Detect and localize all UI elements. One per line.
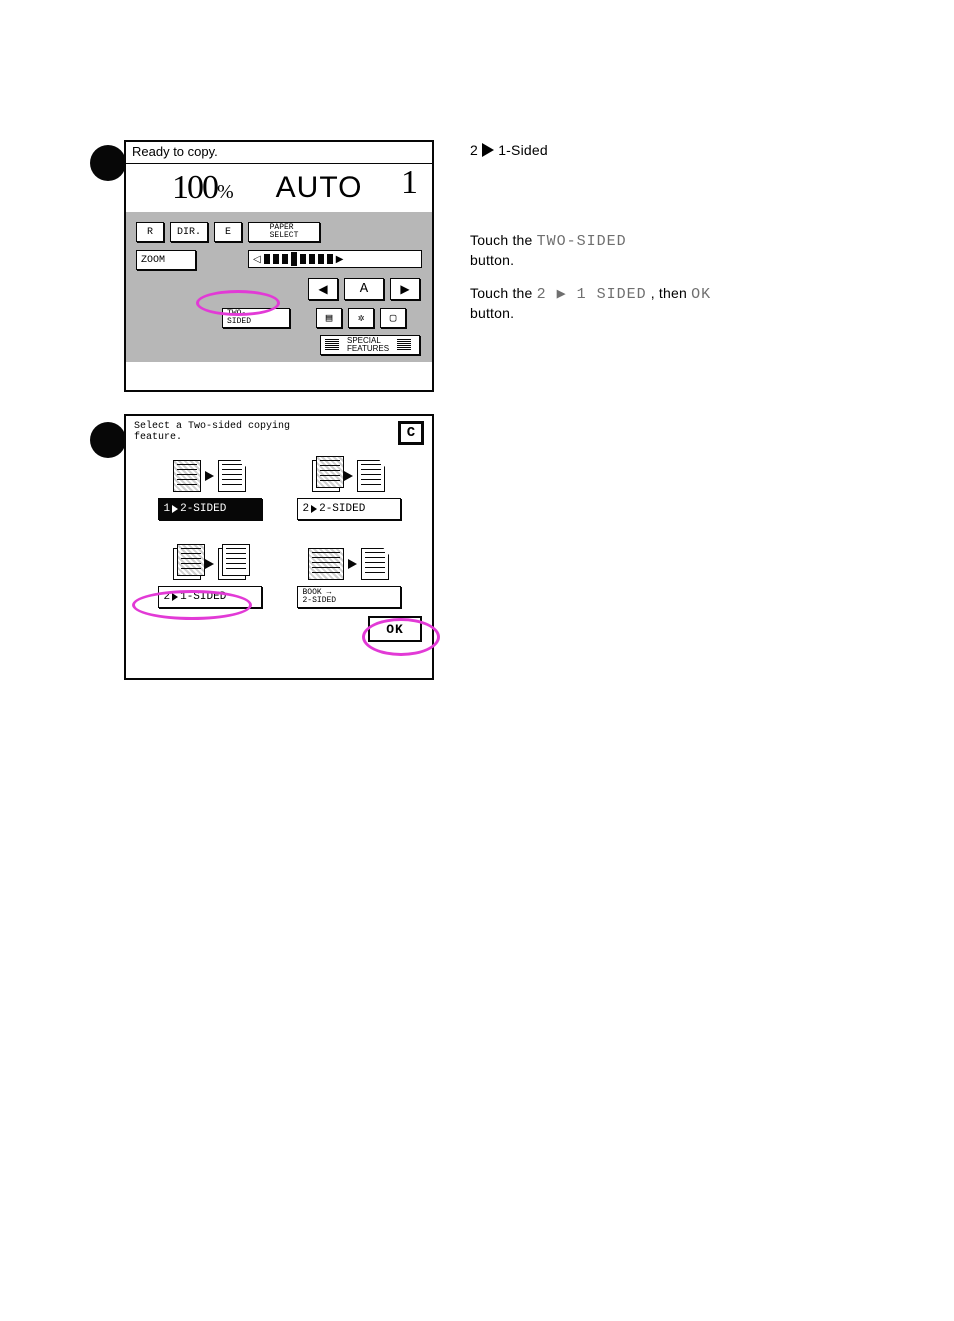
density-left-button[interactable]: ◀	[308, 278, 338, 300]
option-grid: 12-SIDED 22-SIDED	[126, 450, 432, 616]
paper-select-l2: SELECT	[270, 232, 299, 240]
t2b: , then	[651, 285, 691, 301]
zoom-percent: 100%	[172, 169, 232, 207]
doc-icon-2to2	[312, 460, 385, 492]
ref-2to1: 2 ▶ 1 SIDED	[537, 286, 647, 303]
hamburger-icon	[397, 339, 411, 351]
t2a: Touch the	[470, 285, 537, 301]
panel2-titlebar: Select a Two-sided copying feature. C	[126, 416, 432, 450]
opt-1to2-label: 12-SIDED	[158, 498, 262, 520]
percent-sym: %	[217, 181, 232, 203]
hamburger-icon	[325, 339, 339, 351]
tray-icon-2[interactable]: ✲	[348, 308, 374, 328]
book-l2: 2-SIDED	[303, 597, 337, 605]
density-right-button[interactable]: ▶	[390, 278, 420, 300]
e-button[interactable]: E	[214, 222, 242, 242]
tray-icon-1[interactable]: ▤	[316, 308, 342, 328]
two-sided-ref: TWO-SIDED	[537, 233, 627, 250]
panel-footer	[126, 648, 432, 672]
control-area: R DIR. E PAPER SELECT ZOOM ◁	[126, 212, 432, 362]
zoom-val: 100	[172, 169, 217, 206]
special-features-button[interactable]: SPECIAL FEATURES	[320, 335, 420, 355]
status-row: 100% AUTO 1	[126, 164, 432, 212]
t2c: button.	[470, 305, 514, 321]
step-1-bullet	[90, 145, 126, 181]
opt-2to1[interactable]: 21-SIDED	[146, 548, 273, 608]
copy-count: 1	[401, 164, 418, 202]
doc-icon-2to1	[173, 548, 246, 580]
heading-num: 2	[470, 142, 478, 158]
step-1-instruction: 2 1-Sided Touch the TWO-SIDED button. To…	[470, 140, 890, 323]
opt-book[interactable]: BOOK → 2-SIDED	[285, 548, 412, 608]
zoom-button[interactable]: ZOOM	[136, 250, 196, 270]
density-bar[interactable]: ◁ ▶	[248, 250, 422, 268]
prompt-l2: feature.	[134, 432, 290, 443]
dir-button[interactable]: DIR.	[170, 222, 208, 242]
doc-icon-book	[308, 548, 389, 580]
panel2-prompt: Select a Two-sided copying feature.	[134, 421, 290, 443]
doc-icon-1to2	[173, 460, 246, 492]
special-l2: FEATURES	[347, 345, 389, 353]
opt-1to2[interactable]: 12-SIDED	[146, 460, 273, 520]
ref-ok: OK	[691, 286, 711, 303]
paper-select-button[interactable]: PAPER SELECT	[248, 222, 320, 242]
prompt-l1: Select a Two-sided copying	[134, 421, 290, 432]
two-sided-button[interactable]: TWO- SIDED	[222, 308, 290, 328]
status-text: Ready to copy.	[126, 142, 432, 164]
triangle-icon	[482, 143, 494, 157]
r-button[interactable]: R	[136, 222, 164, 242]
opt-2to2[interactable]: 22-SIDED	[285, 460, 412, 520]
heading-sub: 1-Sided	[498, 142, 548, 158]
ok-button[interactable]: OK	[368, 616, 422, 642]
two-sided-l2: SIDED	[227, 318, 251, 326]
t1a: Touch the	[470, 232, 537, 248]
tray-icon-3[interactable]: ▢	[380, 308, 406, 328]
copier-main-panel: Ready to copy. 100% AUTO 1 R DIR. E PAPE…	[124, 140, 434, 392]
opt-2to1-label: 21-SIDED	[158, 586, 262, 608]
step-2-bullet	[90, 422, 126, 458]
opt-2to2-label: 22-SIDED	[297, 498, 401, 520]
panel-footer	[126, 362, 432, 386]
density-auto-button[interactable]: A	[344, 278, 384, 300]
paper-auto: AUTO	[276, 171, 363, 205]
opt-book-label: BOOK → 2-SIDED	[297, 586, 401, 608]
t1b: button.	[470, 252, 514, 268]
cancel-button[interactable]: C	[398, 421, 424, 445]
two-sided-select-panel: Select a Two-sided copying feature. C 12…	[124, 414, 434, 680]
